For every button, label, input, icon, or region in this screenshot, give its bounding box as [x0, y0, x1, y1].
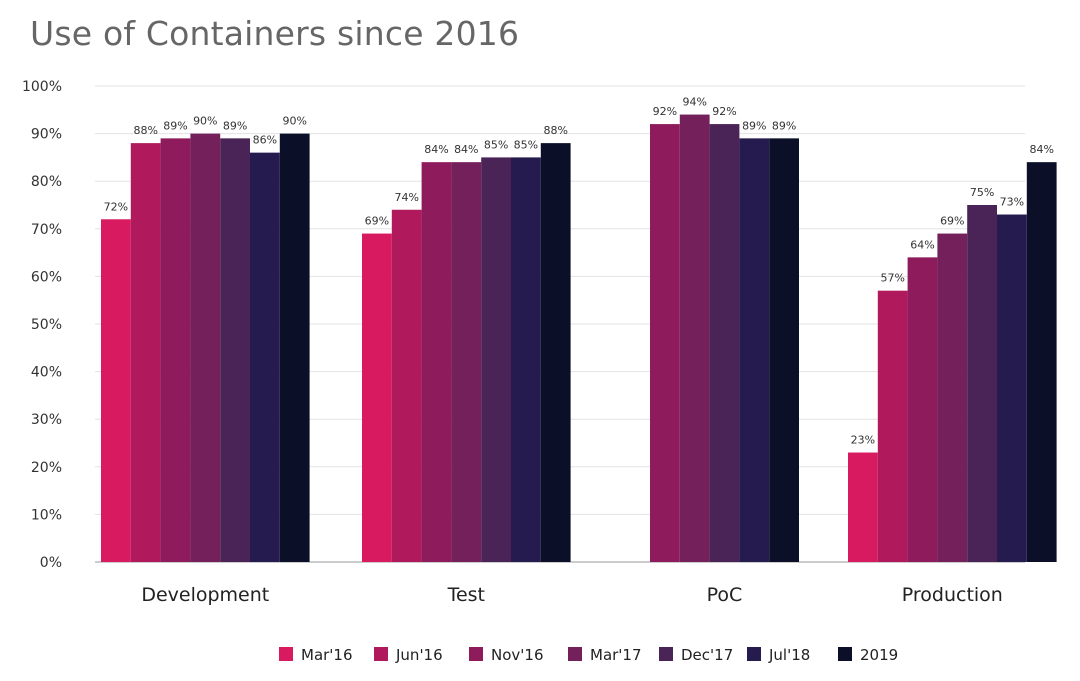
bar: [391, 209, 422, 562]
bar: [279, 133, 310, 562]
legend-label: Jun'16: [395, 646, 443, 664]
bar: [769, 138, 799, 563]
bar: [101, 219, 131, 562]
data-label: 69%: [940, 215, 964, 228]
bar: [130, 143, 161, 562]
data-label: 73%: [1000, 196, 1024, 209]
data-label: 85%: [514, 138, 538, 151]
bar: [679, 114, 710, 562]
bars: 72% 88% 89% 90% 89% 86% 90% 69% 74% 84% 84% 85% 85% 8…: [101, 96, 1057, 563]
data-label: 84%: [1029, 143, 1053, 156]
data-label: 84%: [454, 143, 478, 156]
y-axis: 0% 10% 20% 30% 40% 50% 60% 70% 80% 90% 100%: [22, 79, 62, 571]
y-tick-label: 0%: [40, 555, 62, 571]
data-label: 69%: [365, 215, 389, 228]
y-tick-label: 100%: [22, 79, 62, 95]
legend: Mar'16 Jun'16 Nov'16 Mar'17 Dec'17 Jul'18 2019: [279, 646, 898, 664]
y-tick-label: 50%: [31, 317, 62, 333]
legend-label: Nov'16: [491, 646, 544, 664]
data-label: 85%: [484, 138, 508, 151]
y-tick-label: 80%: [31, 174, 62, 190]
data-label: 94%: [682, 96, 706, 109]
legend-swatch: [568, 647, 582, 661]
y-tick-label: 70%: [31, 222, 62, 238]
bar: [877, 290, 908, 562]
data-label: 57%: [880, 272, 904, 285]
x-tick-label: PoC: [707, 584, 743, 606]
legend-label: Dec'17: [681, 646, 733, 664]
legend-swatch: [838, 647, 852, 661]
data-label: 89%: [742, 119, 766, 132]
legend-swatch: [659, 647, 673, 661]
y-tick-label: 30%: [31, 412, 62, 428]
data-label: 74%: [394, 191, 418, 204]
bar: [709, 124, 740, 562]
x-tick-label: Production: [902, 584, 1003, 606]
legend-label: 2019: [860, 646, 898, 664]
bar: [848, 452, 878, 562]
data-label: 89%: [223, 119, 247, 132]
data-label: 89%: [163, 119, 187, 132]
data-label: 90%: [193, 115, 217, 128]
data-label: 92%: [712, 105, 736, 118]
bar: [997, 214, 1027, 562]
x-tick-label: Test: [447, 584, 485, 606]
bar: [160, 138, 191, 563]
bar: [362, 233, 392, 562]
data-label: 75%: [970, 186, 994, 199]
bar: [250, 152, 280, 562]
bar: [220, 138, 250, 563]
y-tick-label: 90%: [31, 127, 62, 143]
legend-swatch: [279, 647, 293, 661]
bar: [739, 138, 770, 563]
bar: [967, 205, 997, 562]
x-tick-label: Development: [141, 584, 269, 606]
data-label: 64%: [910, 238, 934, 251]
data-label: 84%: [424, 143, 448, 156]
data-label: 23%: [851, 434, 875, 447]
data-label: 88%: [133, 124, 157, 137]
bar: [421, 162, 452, 562]
data-label: 90%: [282, 115, 306, 128]
data-label: 88%: [543, 124, 567, 137]
x-axis: Development Test PoC Production: [141, 584, 1003, 606]
bar: [451, 162, 482, 562]
data-label: 72%: [104, 200, 128, 213]
bar: [650, 124, 680, 562]
y-tick-label: 40%: [31, 365, 62, 381]
data-label: 92%: [653, 105, 677, 118]
bar: [511, 157, 541, 562]
legend-swatch: [469, 647, 483, 661]
data-label: 86%: [253, 134, 277, 147]
chart-title: Use of Containers since 2016: [30, 14, 520, 53]
legend-label: Mar'16: [301, 646, 353, 664]
y-tick-label: 20%: [31, 460, 62, 476]
bar: [190, 133, 221, 562]
bar: [540, 143, 571, 562]
bar: [907, 257, 938, 562]
legend-swatch: [374, 647, 388, 661]
bar: [1026, 162, 1057, 562]
y-tick-label: 60%: [31, 269, 62, 285]
bar: [481, 157, 511, 562]
legend-label: Jul'18: [768, 646, 810, 664]
data-label: 89%: [772, 119, 796, 132]
legend-swatch: [747, 647, 761, 661]
legend-label: Mar'17: [590, 646, 642, 664]
bar: [937, 233, 968, 562]
y-tick-label: 10%: [31, 507, 62, 523]
